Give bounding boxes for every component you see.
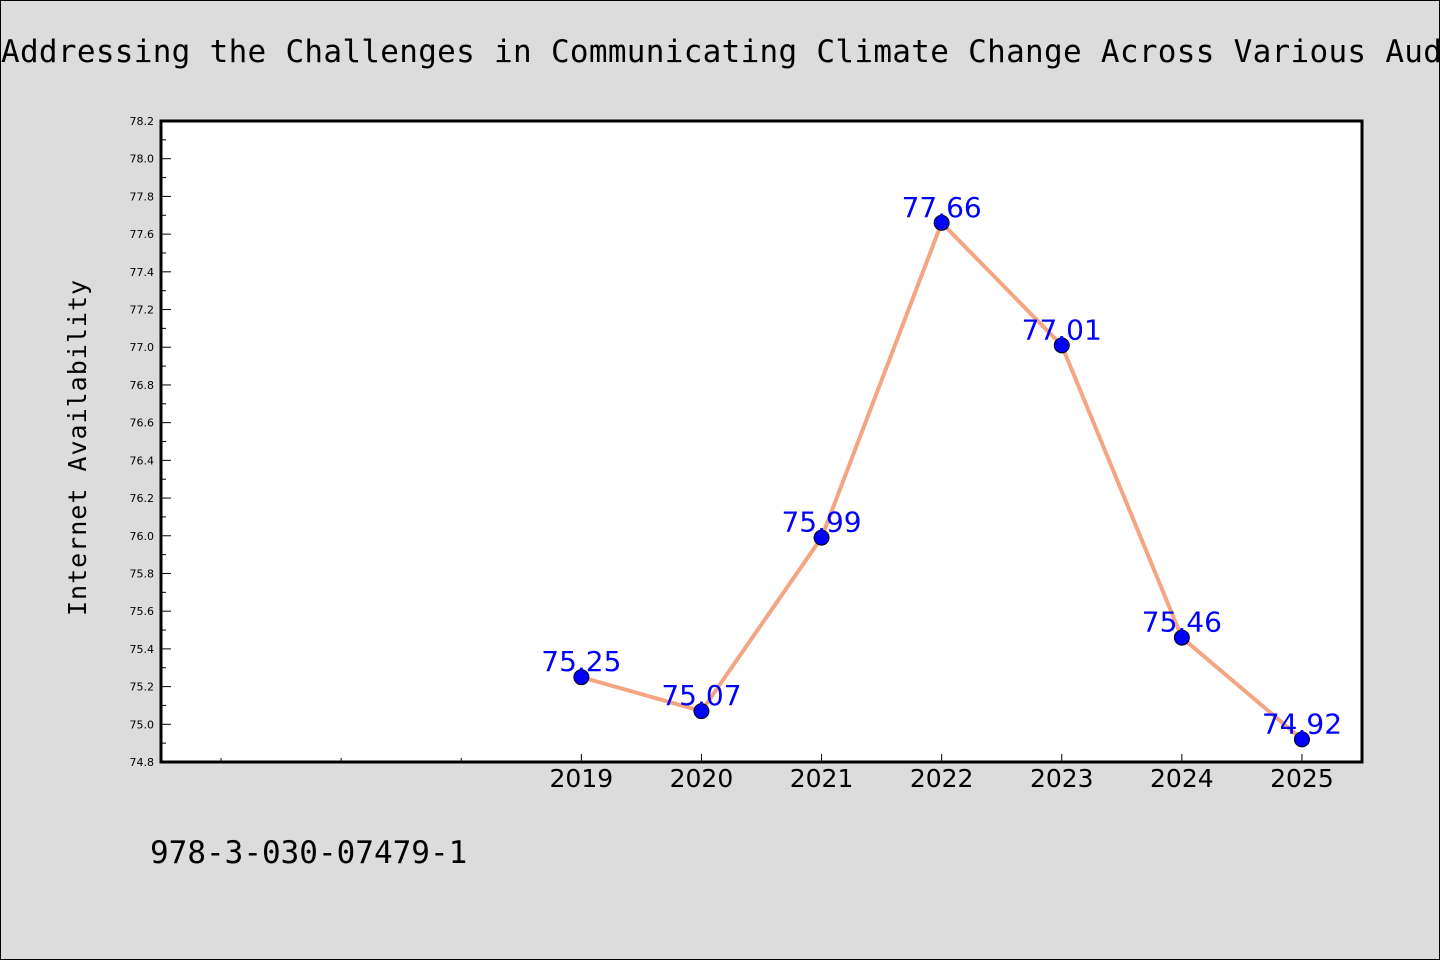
y-tick-label: 77.6: [130, 228, 155, 241]
chart-title: Addressing the Challenges in Communicati…: [1, 34, 1440, 70]
y-tick-label: 75.4: [130, 643, 155, 656]
data-point: [693, 703, 710, 720]
x-tick-label: 2021: [790, 764, 854, 793]
x-tick-label: 2020: [670, 764, 734, 793]
y-tick-label: 75.2: [130, 681, 155, 694]
data-label: 77.66: [902, 191, 982, 224]
y-tick-label: 76.4: [130, 454, 155, 467]
x-tick-label: 2024: [1150, 764, 1214, 793]
y-tick-label: 74.8: [130, 756, 155, 769]
data-label: 75.46: [1142, 606, 1222, 639]
y-tick-label: 76.0: [130, 530, 155, 543]
y-tick-label: 75.0: [130, 718, 155, 731]
data-label: 77.01: [1022, 313, 1102, 346]
y-tick-label: 77.8: [130, 190, 155, 203]
y-tick-label: 75.6: [130, 605, 155, 618]
x-tick-label: 2022: [910, 764, 974, 793]
y-tick-label: 77.4: [130, 266, 155, 279]
y-tick-label: 77.0: [130, 341, 155, 354]
y-tick-label: 76.2: [130, 492, 155, 505]
y-tick-label: 78.0: [130, 153, 155, 166]
data-point: [1293, 731, 1310, 748]
data-point: [933, 214, 950, 231]
y-tick-label: 76.8: [130, 379, 155, 392]
data-point: [1173, 629, 1190, 646]
data-labels: 75.25 75.07 75.99 77.66 77.01 75.46 74.92: [541, 191, 1342, 741]
isbn-text: 978-3-030-07479-1: [150, 835, 468, 871]
y-axis-label: Internet Availability: [63, 279, 92, 616]
y-tick-label: 78.2: [130, 115, 155, 128]
data-points: [573, 214, 1310, 748]
x-tick-label: 2023: [1030, 764, 1094, 793]
data-point: [1053, 337, 1070, 354]
data-label: 75.25: [541, 645, 621, 678]
x-axis-ticks: 2019 2020 2021 2022 2023 2024 2025: [220, 754, 1334, 793]
x-tick-label: 2019: [550, 764, 614, 793]
data-label: 75.99: [781, 506, 861, 539]
x-tick-label: 2025: [1270, 764, 1334, 793]
y-tick-label: 75.8: [130, 567, 155, 580]
y-tick-label: 76.6: [130, 417, 155, 430]
data-point: [573, 669, 590, 686]
y-tick-label: 77.2: [130, 304, 155, 317]
data-label: 74.92: [1262, 707, 1342, 740]
plot-area: [159, 119, 1364, 764]
y-axis-ticks: 74.8 75.0 75.2 75.4 75.6 75.8 76.0 76.2 76.4 76.6…: [130, 115, 171, 769]
data-point: [813, 529, 830, 546]
data-label: 75.07: [661, 679, 741, 712]
